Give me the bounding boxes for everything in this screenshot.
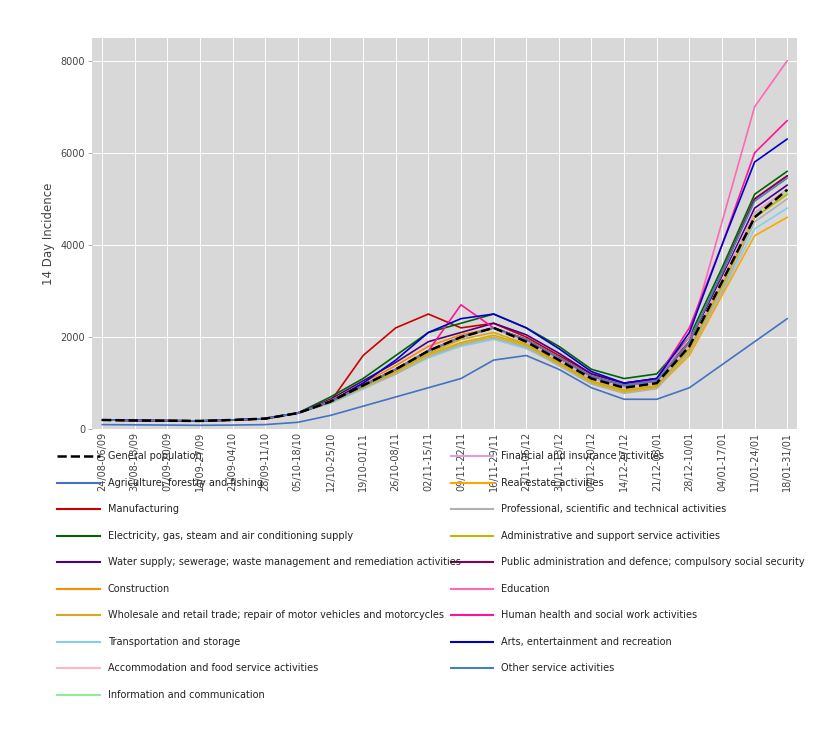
Text: General population: General population bbox=[107, 451, 201, 462]
Text: Education: Education bbox=[501, 584, 550, 594]
Text: Other service activities: Other service activities bbox=[501, 663, 614, 673]
Text: Wholesale and retail trade; repair of motor vehicles and motorcycles: Wholesale and retail trade; repair of mo… bbox=[107, 611, 444, 620]
Text: Information and communication: Information and communication bbox=[107, 690, 264, 700]
Text: Water supply; sewerage; waste management and remediation activities: Water supply; sewerage; waste management… bbox=[107, 557, 461, 567]
Text: Professional, scientific and technical activities: Professional, scientific and technical a… bbox=[501, 505, 727, 514]
Text: Manufacturing: Manufacturing bbox=[107, 505, 179, 514]
Text: Arts, entertainment and recreation: Arts, entertainment and recreation bbox=[501, 637, 672, 647]
Text: Agriculture, forestry and fishing: Agriculture, forestry and fishing bbox=[107, 478, 263, 488]
Text: Administrative and support service activities: Administrative and support service activ… bbox=[501, 531, 720, 541]
Text: Construction: Construction bbox=[107, 584, 169, 594]
Y-axis label: 14 Day Incidence: 14 Day Incidence bbox=[42, 182, 55, 285]
Text: Accommodation and food service activities: Accommodation and food service activitie… bbox=[107, 663, 318, 673]
Text: Real estate activities: Real estate activities bbox=[501, 478, 604, 488]
Text: Human health and social work activities: Human health and social work activities bbox=[501, 611, 697, 620]
Text: Public administration and defence; compulsory social security: Public administration and defence; compu… bbox=[501, 557, 805, 567]
Text: Electricity, gas, steam and air conditioning supply: Electricity, gas, steam and air conditio… bbox=[107, 531, 352, 541]
Text: Transportation and storage: Transportation and storage bbox=[107, 637, 240, 647]
Text: Financial and insurance activities: Financial and insurance activities bbox=[501, 451, 664, 462]
